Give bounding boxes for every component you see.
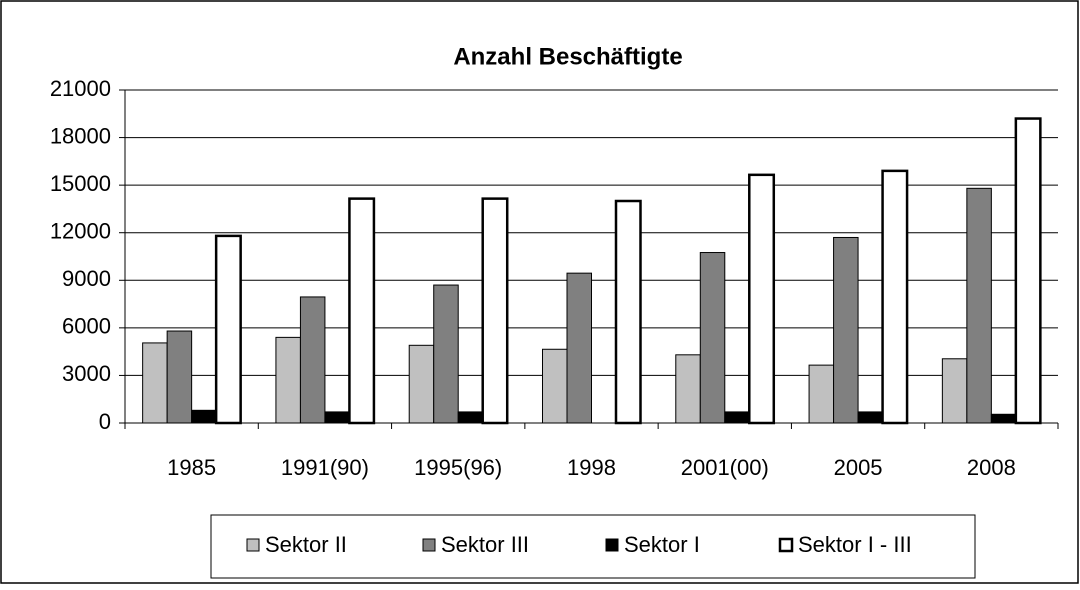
legend-swatch: [246, 538, 260, 552]
bar: [1014, 117, 1042, 425]
bar: [433, 284, 459, 424]
bar: [808, 364, 835, 424]
x-tick-label: 1991(90): [281, 455, 369, 480]
legend-swatch: [778, 537, 794, 553]
bar: [614, 199, 642, 425]
bar: [275, 336, 301, 424]
bar: [299, 296, 326, 424]
y-tick-label: 0: [99, 409, 111, 434]
bar: [675, 354, 701, 424]
legend-label: Sektor II: [265, 532, 347, 557]
bar: [941, 358, 968, 424]
bar: [142, 342, 168, 424]
y-tick-label: 18000: [50, 123, 111, 148]
chart-title: Anzahl Beschäftigte: [453, 43, 682, 70]
bar: [348, 197, 376, 425]
x-tick-label: 2008: [967, 455, 1016, 480]
bar: [166, 330, 193, 424]
y-tick-label: 12000: [50, 219, 111, 244]
x-tick-label: 1995(96): [414, 455, 502, 480]
legend-label: Sektor I: [624, 532, 700, 557]
bar: [542, 348, 568, 424]
legend-box: [210, 514, 976, 579]
bar: [990, 413, 1017, 424]
legend-label: Sektor III: [441, 532, 529, 557]
y-tick-label: 21000: [50, 76, 111, 101]
bar: [214, 234, 242, 425]
legend-swatch: [422, 538, 436, 552]
bar: [566, 272, 592, 424]
legend-swatch: [605, 538, 619, 552]
bar: [724, 411, 750, 424]
bar: [324, 411, 350, 424]
bar: [408, 344, 435, 424]
y-tick-label: 15000: [50, 171, 111, 196]
bar: [966, 187, 992, 424]
bar: [457, 411, 484, 424]
bar: [748, 173, 776, 425]
bar: [481, 197, 509, 425]
x-tick-label: 2001(00): [681, 455, 769, 480]
legend-label: Sektor I - III: [798, 532, 912, 557]
bar: [191, 409, 217, 424]
bar: [833, 236, 859, 424]
bar: [857, 411, 884, 424]
bar: [881, 169, 909, 425]
x-tick-label: 1998: [567, 455, 616, 480]
y-tick-label: 6000: [62, 314, 111, 339]
bar: [699, 252, 726, 424]
x-tick-label: 2005: [834, 455, 883, 480]
y-tick-label: 9000: [62, 266, 111, 291]
x-tick-label: 1985: [167, 455, 216, 480]
y-tick-label: 3000: [62, 361, 111, 386]
